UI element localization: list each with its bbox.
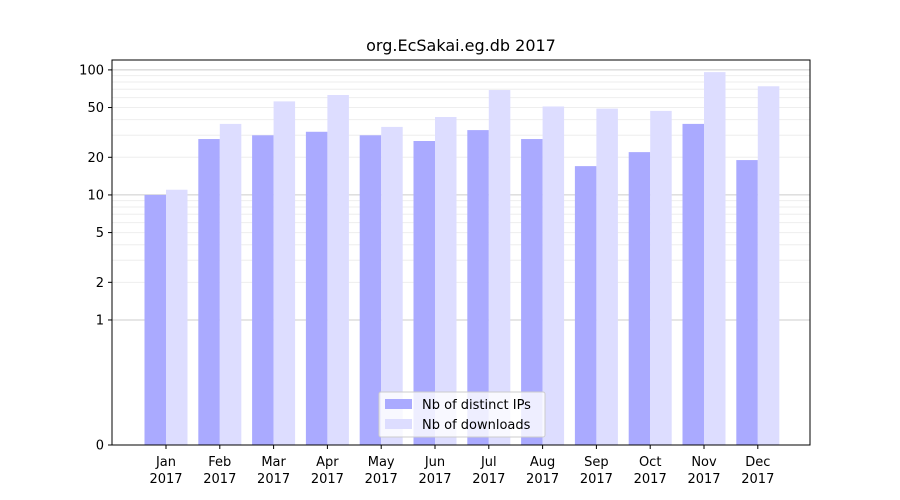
y-tick-label: 20 [87,151,104,166]
legend-box [378,391,546,438]
x-tick-label-month: May [368,455,395,470]
x-tick-label-month: Sep [584,455,609,470]
bar-downloads [273,101,296,445]
bar-downloads [166,189,188,445]
bar-downloads [757,86,780,445]
x-tick-label-month: Feb [208,455,231,470]
bar-downloads [596,108,618,445]
y-tick-label: 100 [79,63,104,78]
y-tick-label: 0 [96,439,104,454]
bar-distinct-ips [628,152,651,445]
x-tick-label-year: 2017 [149,472,182,487]
bars [144,72,780,446]
x-tick-label-month: Apr [316,455,339,470]
bar-downloads [435,117,457,445]
bar-downloads [704,72,726,445]
x-tick-label-year: 2017 [634,472,667,487]
x-tick-label-month: Oct [639,455,661,470]
bar-downloads [219,123,242,445]
axes: 0 1 2 5 10 20 50 100 Jan 2017 Feb 2017 Mar 2017 Apr 201… [79,59,811,487]
x-tick-label-month: Nov [691,455,717,470]
legend: Nb of distinct IPs Nb of downloads [378,391,546,438]
bar-downloads [542,106,565,445]
x-tick-label-year: 2017 [580,472,613,487]
bar-distinct-ips [305,131,328,445]
x-tick-label-month: Jun [424,455,445,470]
plot-frame [111,59,811,446]
legend-swatch [385,399,412,409]
x-tick-label-year: 2017 [741,472,774,487]
y-tick-label: 2 [96,276,104,291]
y-tick-label: 50 [87,101,104,116]
bar-distinct-ips [359,135,382,445]
x-tick-label-year: 2017 [418,472,451,487]
y-tick-label: 5 [96,226,104,241]
bar-distinct-ips [198,139,220,445]
bar-downloads [381,126,403,446]
x-tick-label-month: Mar [261,455,286,470]
bar-distinct-ips [736,160,758,445]
bar-distinct-ips [467,130,489,445]
legend-swatch [385,419,412,429]
bar-downloads [488,90,511,446]
y-tick-label: 10 [87,188,104,203]
x-tick-label-year: 2017 [311,472,344,487]
x-tick-label-year: 2017 [257,472,290,487]
legend-label: Nb of downloads [422,418,531,433]
bar-distinct-ips [574,166,597,445]
bar-downloads [650,110,672,445]
x-tick-label-month: Dec [745,455,770,470]
x-tick-label-month: Jan [155,455,176,470]
x-tick-label-year: 2017 [526,472,559,487]
bar-distinct-ips [413,140,435,445]
chart-title: org.EcSakai.eg.db 2017 [366,36,556,55]
bar-distinct-ips [682,123,704,445]
x-tick-label-year: 2017 [687,472,720,487]
y-tick-label: 1 [96,313,104,328]
x-tick-label-month: Jul [480,455,497,470]
bar-distinct-ips [252,135,274,445]
bar-downloads [327,94,349,446]
x-tick-label-year: 2017 [203,472,236,487]
bar-distinct-ips [144,194,166,445]
x-tick-label-year: 2017 [472,472,505,487]
x-tick-label-year: 2017 [365,472,398,487]
bar-distinct-ips [521,139,543,445]
legend-label: Nb of distinct IPs [422,398,531,413]
x-tick-label-month: Aug [530,455,555,470]
